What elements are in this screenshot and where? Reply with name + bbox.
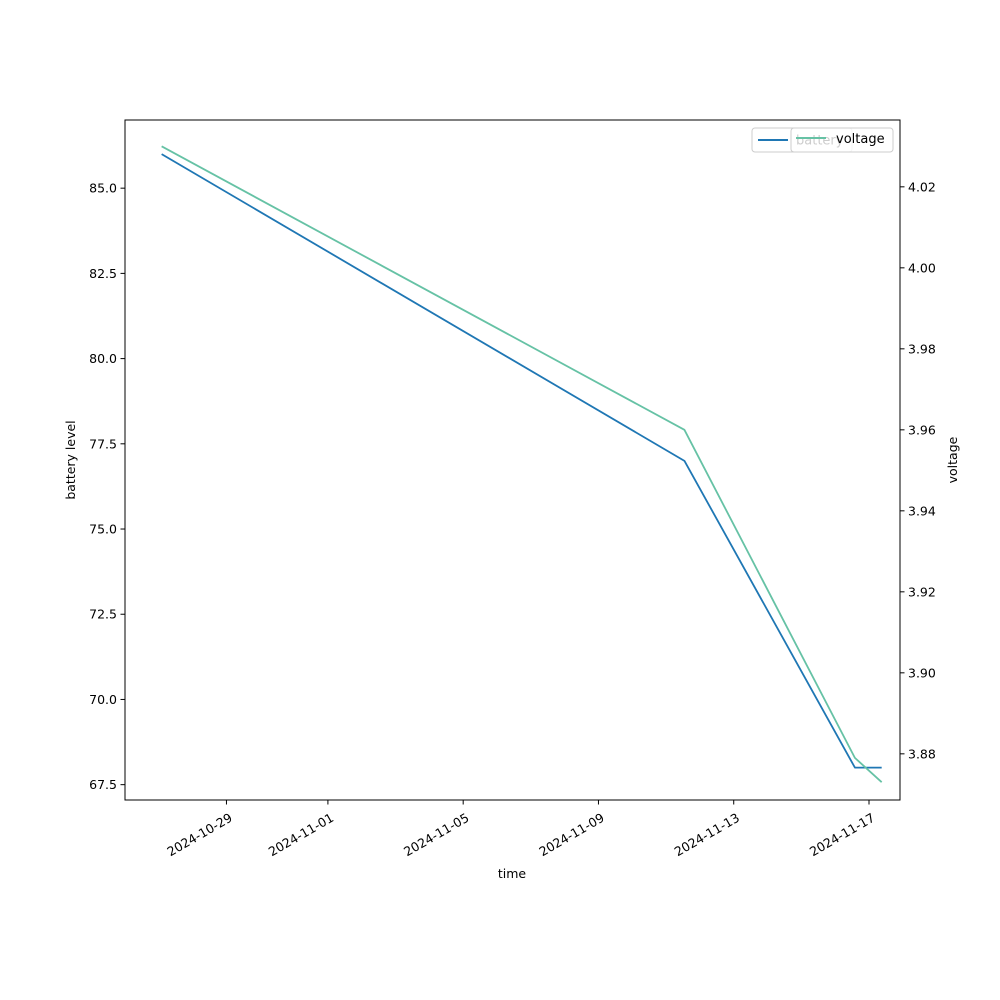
left-y-tick-label: 85.0: [89, 181, 117, 196]
plot-area: [161, 145, 883, 783]
right-y-tick-label: 4.02: [908, 179, 936, 194]
left-y-axis-label: battery level: [63, 420, 78, 499]
x-axis-label: time: [498, 866, 527, 881]
left-y-tick-label: 75.0: [89, 522, 117, 537]
left-y-tick-label: 80.0: [89, 351, 117, 366]
right-y-tick-label: 3.90: [908, 665, 936, 680]
right-y-tick-label: 3.94: [908, 503, 936, 518]
left-y-tick-label: 67.5: [89, 777, 117, 792]
right-y-axis-label: voltage: [945, 436, 960, 483]
right-y-tick-label: 3.98: [908, 341, 936, 356]
right-y-tick-label: 3.88: [908, 746, 936, 761]
legend-voltage: voltage: [790, 127, 894, 153]
series-line-battery: [161, 153, 882, 769]
right-y-tick-label: 3.92: [908, 584, 936, 599]
axes-frame: [124, 119, 901, 801]
left-y-tick-label: 72.5: [89, 607, 117, 622]
left-y-tick-label: 70.0: [89, 692, 117, 707]
legend-voltage-frame: [790, 127, 894, 153]
left-y-tick-label: 77.5: [89, 436, 117, 451]
right-y-tick-label: 3.96: [908, 422, 936, 437]
series-line-voltage: [161, 145, 883, 783]
legend-voltage-label: voltage: [836, 132, 885, 147]
right-y-tick-label: 4.00: [908, 260, 936, 275]
left-y-tick-label: 82.5: [89, 266, 117, 281]
